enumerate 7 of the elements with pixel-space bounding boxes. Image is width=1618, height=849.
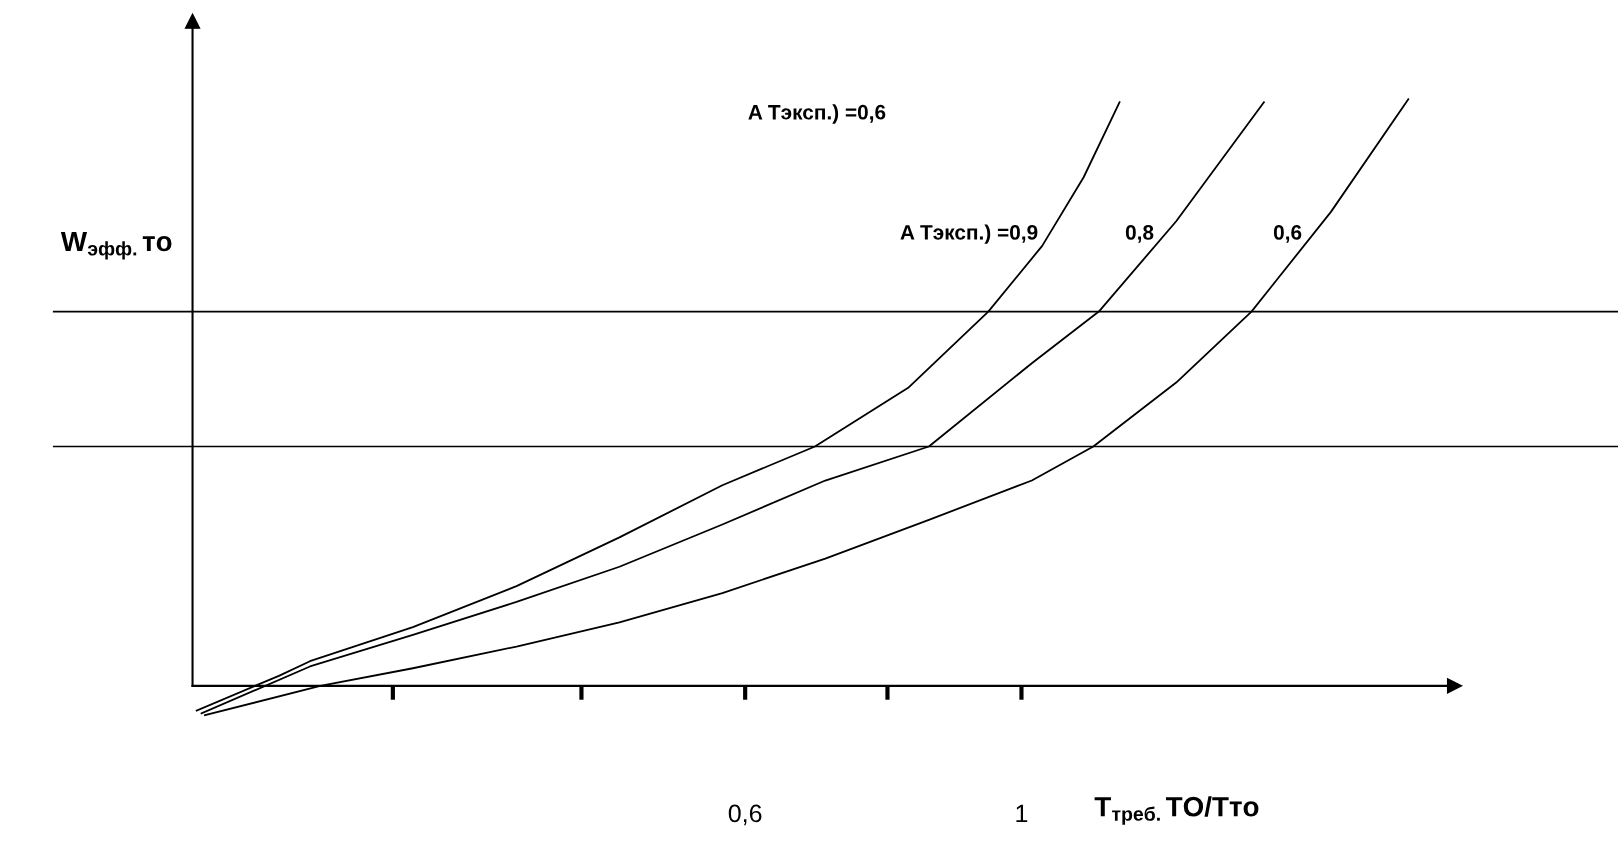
series-label: 0,6 <box>1273 225 1302 243</box>
series-label: 0,8 <box>1125 225 1154 243</box>
series-label: A Тэксп.) =0,9 <box>900 224 1038 244</box>
annotation: A Тэксп.) =0,6 <box>748 104 886 124</box>
y-axis-title: W$_{эфф.}$то <box>60 231 172 260</box>
x-tick-label: 1 <box>1016 804 1028 823</box>
x-axis-title: T$_{треб.}$ТО/Tто <box>1094 796 1259 825</box>
